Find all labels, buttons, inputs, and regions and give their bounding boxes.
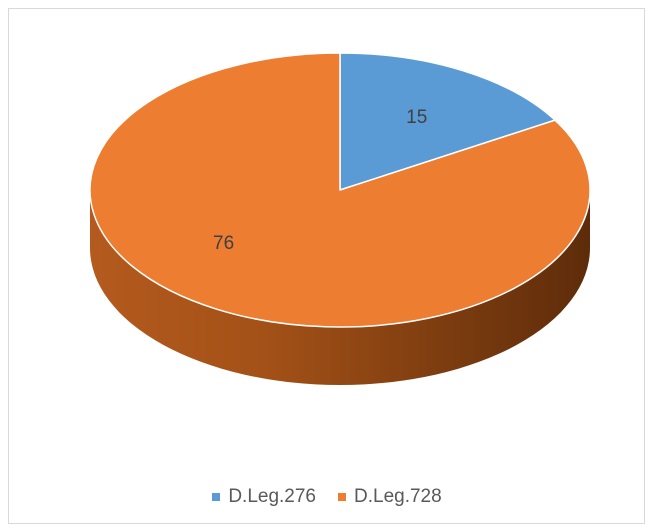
legend-item-d-leg-276[interactable]: D.Leg.276 <box>212 486 316 508</box>
legend-item-d-leg-728[interactable]: D.Leg.728 <box>338 486 442 508</box>
legend-label-d-leg-276: D.Leg.276 <box>228 486 316 507</box>
legend-label-d-leg-728: D.Leg.728 <box>354 486 442 507</box>
legend-swatch-d-leg-276 <box>212 493 221 501</box>
data-label-d-leg-728: 76 <box>213 233 234 254</box>
pie-side-layer <box>90 190 590 385</box>
pie-slice-d-leg-728[interactable] <box>89 52 591 328</box>
legend-swatch-d-leg-728 <box>338 493 346 501</box>
pie-top-layer <box>89 52 591 328</box>
pie-slice-d-leg-276[interactable] <box>339 52 556 191</box>
legend: D.Leg.276 D.Leg.728 <box>0 486 654 508</box>
pie-side-d-leg-728 <box>90 190 590 385</box>
data-label-d-leg-276: 15 <box>406 107 427 128</box>
